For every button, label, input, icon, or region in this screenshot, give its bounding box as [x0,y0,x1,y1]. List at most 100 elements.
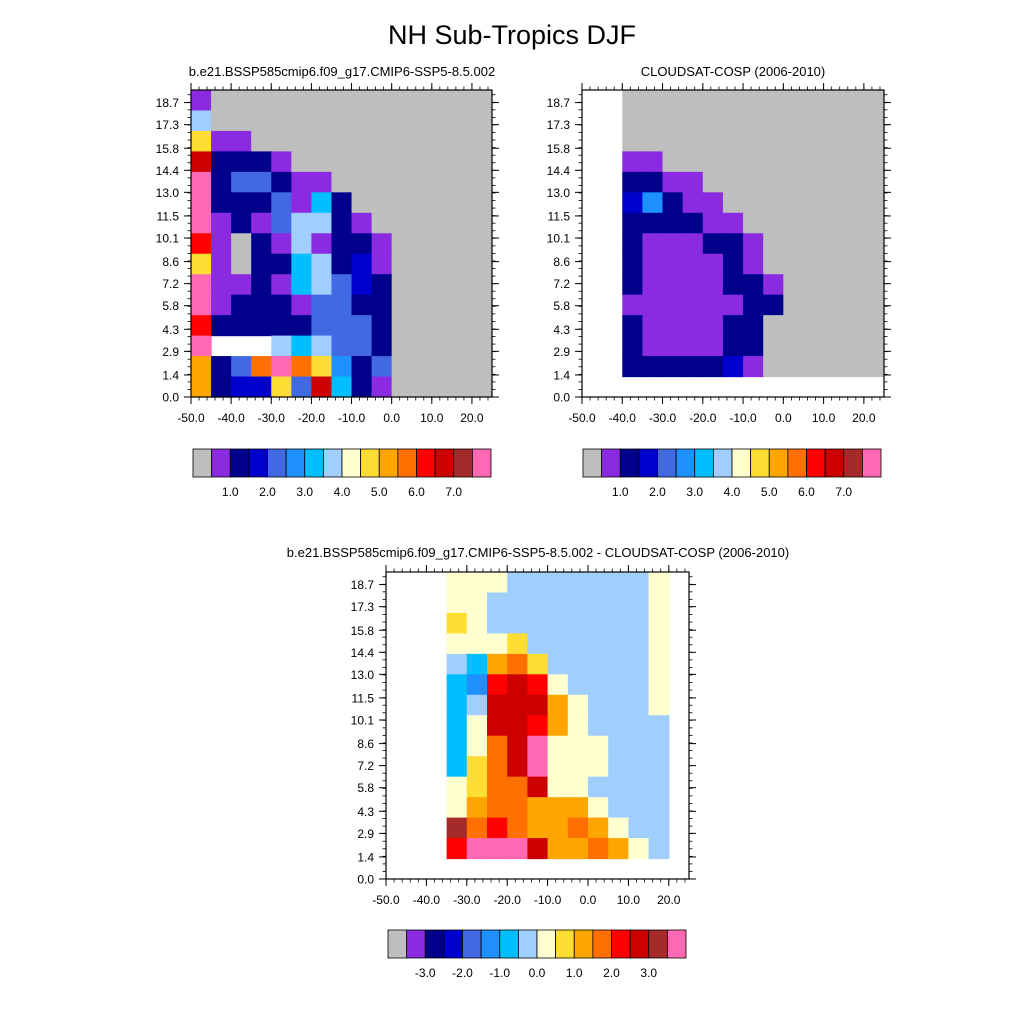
y-tick-label: 4.3 [553,323,570,337]
panel-diff-colorbar: -3.0 -2.0 -1.0 0.0 1.0 2.0 3.0 [387,929,687,980]
y-tick-label: 17.3 [156,118,180,132]
heatmap-cell [763,90,784,112]
y-tick-label: 15.8 [156,142,180,156]
heatmap-cell [783,171,805,193]
heatmap-cell [527,776,549,798]
y-tick-label: 5.8 [357,781,374,795]
heatmap-cell [391,315,413,337]
colorbar-label: 6.0 [798,485,815,499]
heatmap-cell [431,171,453,193]
heatmap-cell [231,110,252,132]
heatmap-cell [507,838,528,860]
heatmap-cell [431,376,453,398]
heatmap-cell [371,192,393,214]
heatmap-cell [682,90,704,112]
heatmap-cell [662,110,684,132]
heatmap-cell [783,294,805,316]
heatmap-cell [291,171,312,193]
heatmap-cell [211,233,232,255]
heatmap-cell [823,253,845,275]
colorbar-box [480,929,501,959]
heatmap-cell [191,335,212,357]
colorbar-box [267,448,287,478]
heatmap-cell [648,612,670,634]
heatmap-cell [823,171,845,193]
heatmap-cell [231,315,252,337]
heatmap-cell [251,274,272,296]
y-tick-label: 11.5 [352,691,375,705]
heatmap-cell [271,212,292,234]
heatmap-cell [743,253,764,275]
colorbar-label: 3.0 [296,485,313,499]
heatmap-cell [466,592,488,614]
x-tick-label: 0.0 [775,411,792,425]
heatmap-cell [843,90,865,112]
colorbar-box [322,448,343,478]
colorbar-label: 1.0 [566,966,583,980]
y-tick-label: 8.6 [553,255,570,269]
heatmap-cell [507,592,528,614]
colorbar-box [806,448,826,478]
heatmap-cell [431,192,453,214]
colorbar-box [731,448,752,478]
heatmap-cell [271,356,292,378]
heatmap-cell [823,294,845,316]
heatmap-cell [628,572,650,594]
heatmap-cell [682,212,704,234]
heatmap-cell [628,715,650,737]
heatmap-cell [351,274,373,296]
heatmap-cell [466,715,488,737]
heatmap-cell [451,171,473,193]
heatmap-cell [662,253,684,275]
heatmap-cell [371,335,393,357]
heatmap-cell [803,192,825,214]
heatmap-cell [547,715,569,737]
heatmap-cell [567,694,589,716]
heatmap-cell [471,233,493,255]
x-tick-label: 20.0 [657,893,681,907]
colorbar-label: 2.0 [259,485,276,499]
heatmap-cell [527,797,549,819]
heatmap-cell [471,130,493,152]
heatmap-cell [527,633,549,655]
heatmap-cell [743,212,764,234]
heatmap-cell [642,110,664,132]
heatmap-cell [823,335,845,357]
heatmap-cell [451,274,473,296]
heatmap-cell [391,274,413,296]
heatmap-cell [722,151,744,173]
x-tick-label: -10.0 [534,893,562,907]
heatmap-cell [271,171,292,193]
heatmap-cell [608,674,629,696]
y-tick-label: 4.3 [357,805,374,819]
heatmap-cell [823,130,845,152]
heatmap-cell [783,192,805,214]
heatmap-cell [722,253,744,275]
heatmap-cell [803,335,825,357]
y-tick-label: 0.0 [162,391,179,405]
heatmap-cell [622,90,643,112]
heatmap-cell [622,212,643,234]
heatmap-cell [803,171,825,193]
heatmap-cell [446,694,468,716]
heatmap-cell [251,356,272,378]
heatmap-cell [231,151,252,173]
x-tick-label: 20.0 [852,411,876,425]
heatmap-cell [763,130,784,152]
heatmap-cell [823,356,845,378]
y-tick-label: 2.9 [553,345,570,359]
colorbar-label: 4.0 [724,485,741,499]
x-tick-label: -40.0 [217,411,245,425]
heatmap-cell [446,653,468,675]
heatmap-cell [547,797,569,819]
heatmap-cell [331,130,353,152]
colorbar-box [406,929,426,959]
heatmap-cell [662,192,684,214]
heatmap-cell [642,356,664,378]
heatmap-cell [642,253,664,275]
heatmap-cell [648,776,670,798]
heatmap-cell [466,572,488,594]
heatmap-cell [588,756,609,778]
heatmap-cell [823,192,845,214]
heatmap-cell [191,110,212,132]
